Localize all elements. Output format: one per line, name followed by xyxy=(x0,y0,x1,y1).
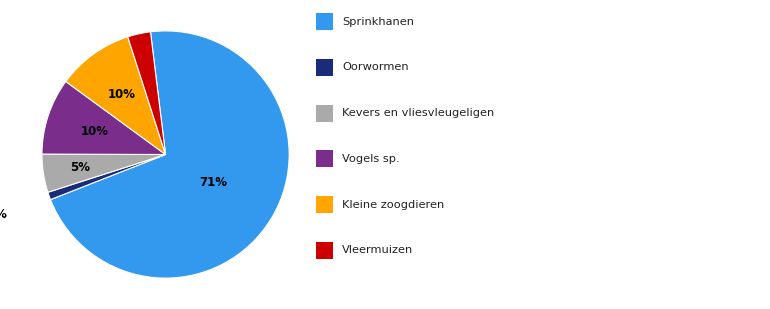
Text: 10%: 10% xyxy=(108,88,136,101)
FancyBboxPatch shape xyxy=(316,196,333,213)
Wedge shape xyxy=(42,82,166,154)
Wedge shape xyxy=(42,154,166,192)
Wedge shape xyxy=(51,31,290,278)
Text: Vogels sp.: Vogels sp. xyxy=(342,154,400,164)
Text: 10%: 10% xyxy=(81,125,109,138)
FancyBboxPatch shape xyxy=(316,242,333,259)
Wedge shape xyxy=(128,32,166,154)
Text: 1%: 1% xyxy=(0,208,8,221)
Text: 71%: 71% xyxy=(199,176,227,189)
Text: Sprinkhanen: Sprinkhanen xyxy=(342,17,414,27)
Text: Kevers en vliesvleugeligen: Kevers en vliesvleugeligen xyxy=(342,108,494,118)
Wedge shape xyxy=(65,37,166,154)
Text: Kleine zoogdieren: Kleine zoogdieren xyxy=(342,200,444,210)
Text: Oorwormen: Oorwormen xyxy=(342,62,409,72)
Text: 5%: 5% xyxy=(70,161,90,174)
FancyBboxPatch shape xyxy=(316,13,333,30)
FancyBboxPatch shape xyxy=(316,59,333,76)
FancyBboxPatch shape xyxy=(316,150,333,167)
FancyBboxPatch shape xyxy=(316,104,333,121)
Text: Vleermuizen: Vleermuizen xyxy=(342,245,413,255)
Wedge shape xyxy=(48,154,166,200)
